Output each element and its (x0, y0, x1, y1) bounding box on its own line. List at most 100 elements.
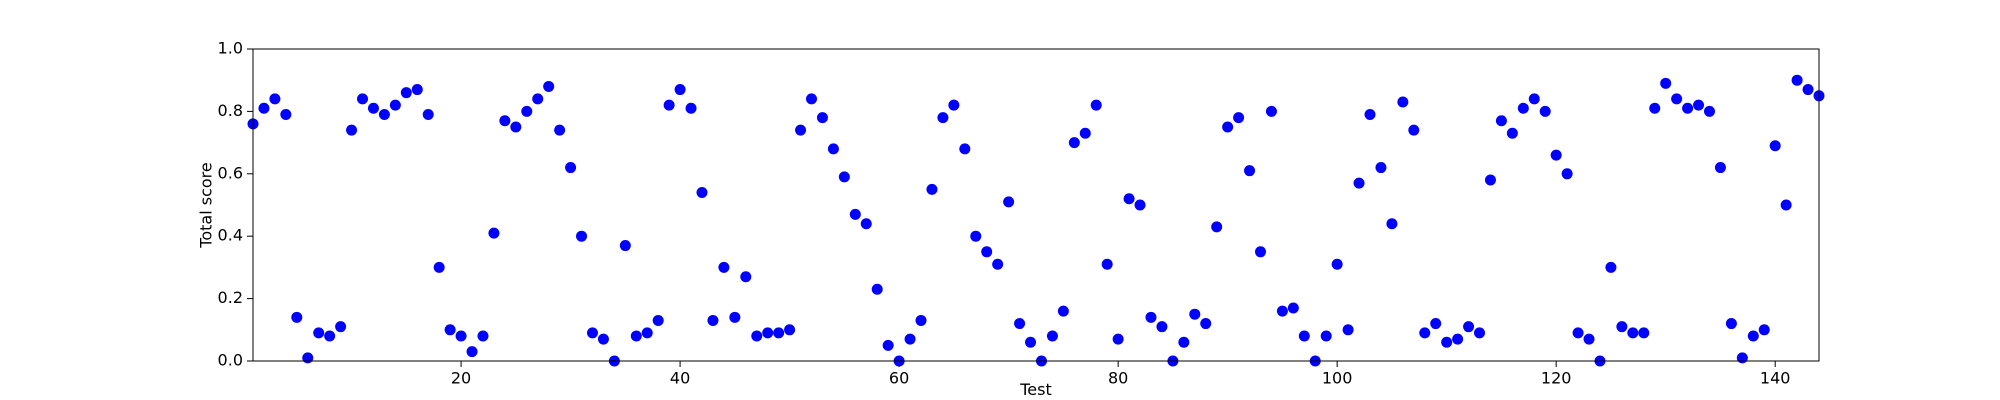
point (1342, 324, 1354, 336)
point (948, 99, 960, 111)
point (1200, 318, 1212, 330)
point (466, 346, 478, 358)
point (959, 143, 971, 155)
point (1386, 218, 1398, 230)
x-tick-label: 80 (1108, 369, 1128, 388)
point (335, 321, 347, 333)
point (1276, 305, 1288, 317)
point (1123, 193, 1135, 205)
point (280, 109, 292, 121)
point (718, 261, 730, 273)
point (1101, 258, 1113, 270)
point (619, 240, 631, 252)
point (882, 339, 894, 351)
point (291, 311, 303, 323)
point (1802, 84, 1814, 96)
y-tick-label: 0.8 (218, 101, 243, 120)
point (1682, 102, 1694, 114)
point (1364, 109, 1376, 121)
point (1353, 177, 1365, 189)
point (586, 327, 598, 339)
x-tick-label: 20 (451, 369, 471, 388)
point (838, 171, 850, 183)
y-axis-label: Total score (197, 162, 216, 248)
point (576, 230, 588, 242)
point (258, 102, 270, 114)
y-tick-label: 0.2 (218, 288, 243, 307)
point (1758, 324, 1770, 336)
point (554, 124, 566, 136)
point (1474, 327, 1486, 339)
point (444, 324, 456, 336)
x-tick-label: 60 (889, 369, 909, 388)
point (1003, 196, 1015, 208)
point (1112, 333, 1124, 345)
point (1265, 105, 1277, 117)
point (1671, 93, 1683, 105)
point (1408, 124, 1420, 136)
point (1025, 336, 1037, 348)
point (806, 93, 818, 105)
point (926, 183, 938, 195)
point (1528, 93, 1540, 105)
point (729, 311, 741, 323)
point (937, 112, 949, 124)
point (357, 93, 369, 105)
point (784, 324, 796, 336)
point (641, 327, 653, 339)
point (422, 109, 434, 121)
point (915, 314, 927, 326)
y-tick-label: 0.4 (218, 226, 243, 245)
point (849, 208, 861, 220)
y-tick-label: 1.0 (218, 39, 243, 58)
point (597, 333, 609, 345)
point (795, 124, 807, 136)
point (389, 99, 401, 111)
point (1506, 127, 1518, 139)
point (1463, 321, 1475, 333)
point (521, 105, 533, 117)
y-tick-label: 0.0 (218, 351, 243, 370)
x-axis-label: Test (1019, 380, 1052, 399)
point (1517, 102, 1529, 114)
point (378, 109, 390, 121)
point (1693, 99, 1705, 111)
point (1452, 333, 1464, 345)
x-tick-label: 120 (1541, 369, 1572, 388)
point (751, 330, 763, 342)
point (510, 121, 522, 133)
point (1419, 327, 1431, 339)
point (1583, 333, 1595, 345)
point (860, 218, 872, 230)
point (543, 80, 555, 92)
y-tick-label: 0.6 (218, 163, 243, 182)
point (1222, 121, 1234, 133)
point (367, 102, 379, 114)
point (1320, 330, 1332, 342)
point (1703, 105, 1715, 117)
point (1572, 327, 1584, 339)
point (1287, 302, 1299, 314)
plot-frame (252, 48, 1820, 362)
point (433, 261, 445, 273)
point (773, 327, 785, 339)
point (488, 227, 500, 239)
point (1211, 221, 1223, 233)
point (1747, 330, 1759, 342)
point (707, 314, 719, 326)
point (1178, 336, 1190, 348)
point (1156, 321, 1168, 333)
point (1484, 174, 1496, 186)
point (1057, 305, 1069, 317)
point (1627, 327, 1639, 339)
point (1769, 140, 1781, 152)
point (269, 93, 281, 105)
point (1430, 318, 1442, 330)
point (1638, 327, 1650, 339)
point (1331, 258, 1343, 270)
point (1090, 99, 1102, 111)
point (674, 84, 686, 96)
point (302, 352, 314, 364)
